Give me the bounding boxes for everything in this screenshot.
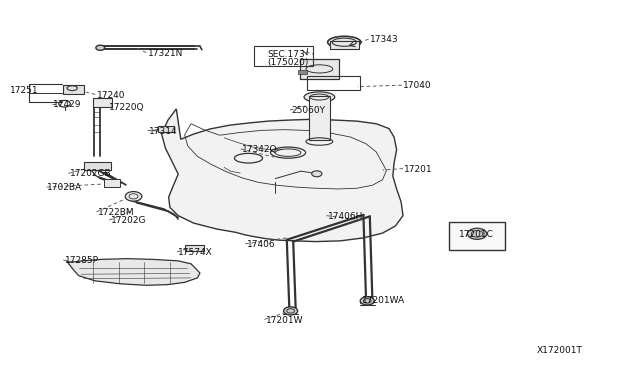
Text: 17201WA: 17201WA [362, 296, 404, 305]
Text: 17251: 17251 [10, 86, 39, 95]
Text: SEC.173: SEC.173 [268, 49, 305, 58]
Ellipse shape [304, 92, 335, 102]
Text: 17321N: 17321N [148, 49, 183, 58]
Bar [308, 96, 330, 140]
Text: 17201W: 17201W [266, 316, 303, 325]
Text: 1722BM: 1722BM [98, 208, 134, 217]
Circle shape [284, 307, 298, 315]
Circle shape [312, 171, 322, 177]
Text: 17201: 17201 [404, 165, 433, 174]
Circle shape [360, 297, 374, 305]
Text: X172001T: X172001T [537, 346, 583, 355]
Text: (175020): (175020) [268, 58, 309, 67]
Text: 17220Q: 17220Q [109, 103, 145, 112]
Bar [254, 46, 313, 65]
Text: 17406H: 17406H [328, 212, 363, 221]
Circle shape [96, 45, 105, 50]
Bar [84, 162, 111, 170]
Text: 17314: 17314 [149, 126, 177, 136]
Circle shape [467, 228, 486, 239]
Text: 17574X: 17574X [178, 248, 213, 257]
Polygon shape [162, 109, 403, 241]
Text: 17342Q: 17342Q [242, 145, 278, 154]
Text: 17240: 17240 [97, 91, 125, 100]
Bar [298, 70, 307, 74]
Polygon shape [67, 259, 200, 285]
Text: 17406: 17406 [246, 240, 275, 249]
Text: 17040: 17040 [403, 81, 431, 90]
Text: 17202GB: 17202GB [70, 169, 111, 178]
Bar [63, 85, 84, 94]
Circle shape [125, 192, 142, 201]
Text: 1702BA: 1702BA [47, 183, 82, 192]
Bar [300, 59, 339, 78]
Ellipse shape [328, 36, 361, 48]
Bar [449, 222, 505, 250]
Text: 17202G: 17202G [111, 216, 146, 225]
Text: 17343: 17343 [370, 35, 399, 44]
Bar [93, 98, 112, 107]
Bar [307, 76, 360, 90]
Text: 17201C: 17201C [460, 230, 494, 240]
Bar [104, 179, 120, 187]
Bar [184, 245, 204, 251]
Text: 17429: 17429 [53, 100, 81, 109]
Text: 25060Y: 25060Y [291, 106, 325, 115]
Text: 17285P: 17285P [65, 256, 99, 265]
Bar [159, 126, 173, 132]
Bar [330, 41, 359, 49]
